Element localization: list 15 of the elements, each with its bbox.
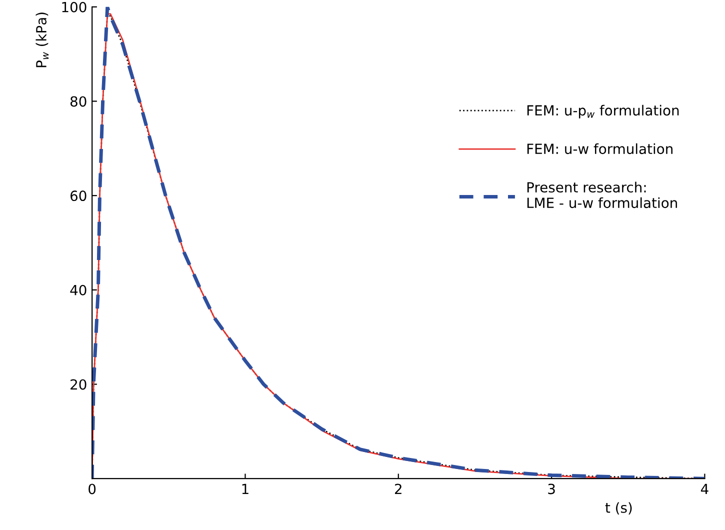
legend-label: Present research: LME - u-w formulation	[527, 182, 677, 208]
x-tick-label: 2	[394, 484, 402, 494]
y-tick-label: 20	[70, 379, 86, 390]
y-tick-label: 40	[70, 284, 86, 296]
y-tick-label: 80	[70, 96, 86, 107]
x-tick-label: 0	[88, 484, 96, 494]
x-tick-label: 4	[700, 484, 708, 494]
y-tick-label: 60	[70, 190, 86, 202]
x-tick-label: 1	[242, 484, 248, 494]
x-tick-label: 3	[548, 484, 555, 494]
y-axis-title: P$_{w}$ (kPa)	[36, 12, 49, 68]
legend-label: FEM: u-w formulation	[527, 143, 672, 154]
legend-label: FEM: u-p$_{w}$ formulation	[527, 104, 679, 118]
y-tick-label: 100	[62, 2, 86, 12]
x-axis-title: t (s)	[605, 502, 632, 515]
